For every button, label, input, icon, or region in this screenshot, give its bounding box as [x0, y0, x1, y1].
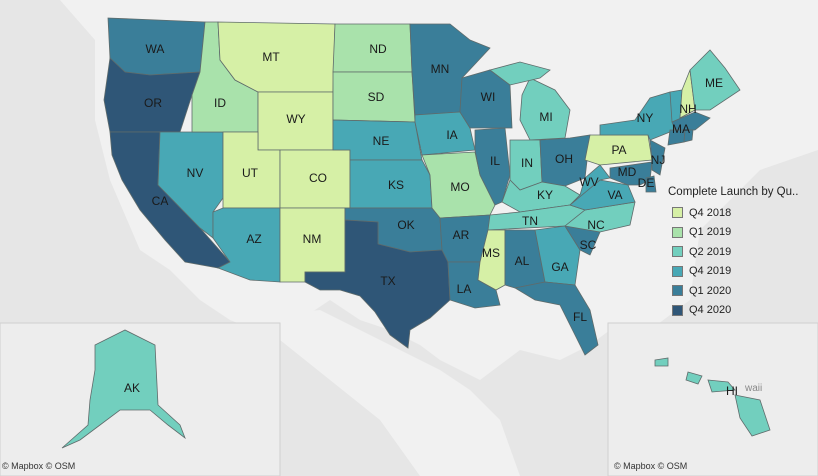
state-label-pa: PA [611, 143, 626, 157]
state-label-mn: MN [431, 62, 450, 76]
state-label-ks: KS [388, 178, 404, 192]
state-label-de: DE [638, 176, 655, 190]
state-label-ar: AR [453, 228, 470, 242]
state-de[interactable] [645, 175, 657, 193]
state-label-oh: OH [555, 152, 573, 166]
state-label-ca: CA [152, 194, 169, 208]
state-tx[interactable] [304, 219, 451, 349]
state-label-nc: NC [587, 218, 605, 232]
hawaii-attribution: © Mapbox © OSM [614, 461, 688, 471]
state-label-nh: NH [679, 102, 696, 116]
state-label-ia: IA [446, 128, 457, 142]
state-fl[interactable] [513, 281, 599, 356]
legend-label: Q2 2019 [689, 245, 732, 258]
legend-swatch [672, 265, 683, 277]
legend-label: Q4 2020 [689, 304, 732, 317]
state-hi-4[interactable] [734, 394, 771, 437]
state-label-sc: SC [580, 238, 597, 252]
state-label-sd: SD [368, 90, 385, 104]
state-label-me: ME [705, 76, 723, 90]
legend-title: Complete Launch by Qu.. [668, 186, 799, 198]
state-label-nd: ND [369, 42, 387, 56]
state-label-nv: NV [187, 166, 204, 180]
legend-swatch [672, 226, 683, 238]
state-label-al: AL [515, 254, 530, 268]
state-label-tn: TN [522, 214, 538, 228]
state-label-ok: OK [397, 218, 414, 232]
state-label-mi: MI [539, 110, 552, 124]
legend-item[interactable]: Q1 2019 [668, 223, 818, 243]
state-label-nm: NM [303, 232, 322, 246]
legend-label: Q4 2019 [689, 265, 732, 278]
legend-item[interactable]: Q1 2020 [668, 281, 818, 301]
state-label-ak: AK [124, 381, 140, 395]
hawaii-place-label: waii [744, 383, 762, 394]
state-label-wv: WV [579, 175, 598, 189]
legend-label: Q1 2019 [689, 226, 732, 239]
state-label-co: CO [309, 171, 327, 185]
legend-swatch [672, 304, 683, 316]
state-me[interactable] [689, 49, 741, 111]
state-label-or: OR [144, 96, 162, 110]
legend-label: Q4 2018 [689, 206, 732, 219]
state-md[interactable] [609, 161, 653, 186]
state-nc[interactable] [564, 201, 636, 233]
legend-item[interactable]: Q4 2019 [668, 262, 818, 282]
color-legend: Complete Launch by Qu.. Q4 2018 Q1 2019 Q2… [668, 186, 818, 320]
state-label-ga: GA [551, 260, 568, 274]
state-ma[interactable] [671, 111, 711, 131]
state-label-wi: WI [481, 90, 496, 104]
state-label-fl: FL [573, 310, 587, 324]
hawaii-inset-frame [607, 322, 818, 476]
state-ri[interactable] [683, 129, 694, 143]
state-label-wy: WY [286, 112, 305, 126]
state-hi-1[interactable] [654, 357, 669, 367]
state-label-md: MD [618, 165, 637, 179]
legend-swatch [672, 246, 683, 258]
state-label-hi: HI [726, 384, 738, 398]
state-label-la: LA [457, 282, 472, 296]
legend-label: Q1 2020 [689, 284, 732, 297]
state-label-tx: TX [380, 274, 395, 288]
state-label-va: VA [607, 188, 622, 202]
legend-swatch [672, 207, 683, 219]
map-attribution: © Mapbox © OSM [2, 461, 76, 471]
state-hi-2[interactable] [685, 371, 703, 385]
state-label-nj: NJ [651, 153, 666, 167]
state-mi-up[interactable] [489, 61, 551, 86]
state-label-mo: MO [450, 180, 469, 194]
legend-item[interactable]: Q2 2019 [668, 242, 818, 262]
state-label-mt: MT [262, 50, 280, 64]
state-label-ma: MA [672, 122, 690, 136]
state-ga[interactable] [534, 225, 581, 286]
state-label-az: AZ [246, 232, 261, 246]
state-label-il: IL [490, 154, 500, 168]
state-label-ne: NE [373, 134, 390, 148]
state-mi[interactable] [519, 77, 571, 141]
state-label-in: IN [521, 156, 533, 170]
state-label-ny: NY [637, 111, 654, 125]
state-ak[interactable] [61, 329, 186, 449]
state-il[interactable] [474, 127, 511, 206]
state-label-wa: WA [146, 42, 165, 56]
state-hi-3[interactable] [707, 379, 736, 393]
mexico-land [230, 310, 520, 476]
legend-swatch [672, 285, 683, 297]
state-label-ky: KY [537, 188, 553, 202]
state-label-ms: MS [482, 246, 500, 260]
legend-item[interactable]: Q4 2018 [668, 203, 818, 223]
legend-item[interactable]: Q4 2020 [668, 301, 818, 321]
state-nj[interactable] [649, 139, 666, 176]
state-label-ut: UT [242, 166, 259, 180]
state-label-id: ID [214, 96, 226, 110]
